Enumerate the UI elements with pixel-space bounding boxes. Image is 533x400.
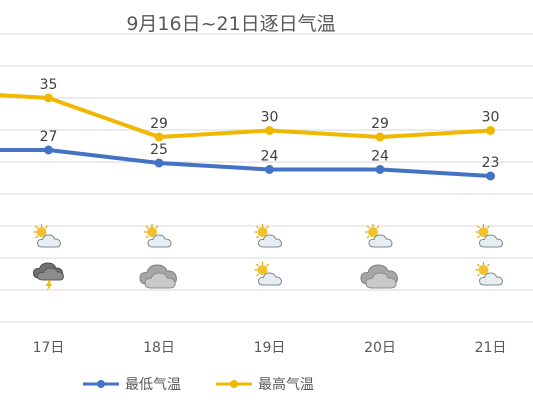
partly-cloudy-icon: [143, 223, 172, 248]
data-point-low: [154, 158, 164, 168]
legend-item-low[interactable]: 最低气温: [83, 377, 181, 393]
x-tick-label: 17日: [33, 340, 65, 356]
data-point-high: [265, 126, 274, 135]
chart-title: 9月16日~21日逐日气温: [126, 13, 335, 35]
partly-cloudy-icon: [253, 261, 283, 286]
data-label-low: 24: [371, 149, 389, 165]
x-tick-label: 19日: [254, 340, 286, 356]
partly-cloudy-icon: [32, 223, 62, 248]
gridlines: [0, 33, 533, 323]
data-point-high: [375, 132, 385, 142]
data-label-high: 35: [40, 77, 58, 93]
data-label-high: 30: [261, 110, 279, 126]
data-point-low: [265, 165, 274, 174]
legend-marker-high: [230, 380, 238, 388]
legend-marker-low: [97, 380, 105, 388]
data-label-low: 23: [482, 155, 500, 171]
partly-cloudy-icon: [253, 223, 283, 248]
overcast-icon: [139, 264, 177, 289]
data-point-low: [486, 171, 495, 181]
data-label-low: 25: [150, 142, 168, 158]
x-tick-label: 20日: [364, 340, 396, 356]
series-line-high: [0, 93, 491, 139]
partly-cloudy-icon: [474, 261, 504, 286]
data-label-high: 29: [150, 116, 168, 132]
legend: 最低气温 最高气温: [83, 376, 314, 393]
legend-item-high[interactable]: 最高气温: [216, 376, 314, 393]
data-label-low: 27: [40, 129, 58, 145]
thunderstorm-icon: [33, 262, 64, 292]
x-tick-label: 18日: [143, 340, 175, 356]
data-label-high: 30: [482, 110, 500, 126]
data-point-low: [375, 165, 385, 174]
series-line-low: [0, 148, 491, 178]
data-point-high: [44, 93, 53, 103]
legend-label-high: 最高气温: [258, 376, 314, 393]
legend-label-low: 最低气温: [125, 377, 181, 393]
data-point-high: [486, 126, 495, 135]
x-axis-ticks: 17日 18日 19日 20日 21日: [33, 340, 507, 356]
partly-cloudy-icon: [474, 223, 504, 248]
data-label-low: 24: [261, 149, 279, 165]
data-point-low: [44, 145, 53, 155]
series-lines: 27 25 24 24 23 35 29 30 29 30: [0, 77, 499, 181]
partly-cloudy-icon: [364, 223, 393, 248]
overcast-icon: [360, 264, 398, 289]
data-point-high: [154, 132, 164, 142]
x-tick-label: 21日: [475, 340, 507, 356]
data-label-high: 29: [371, 116, 389, 132]
